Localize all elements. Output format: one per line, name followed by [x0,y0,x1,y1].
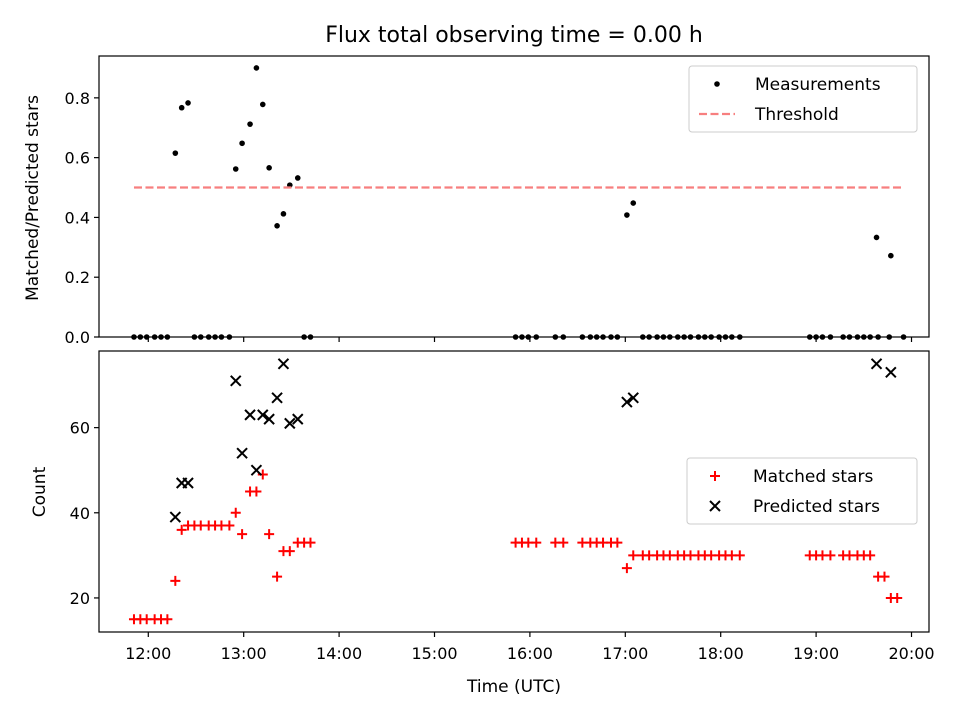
top-measurement-point [232,166,239,172]
bottom-matched-marker [621,563,632,574]
bottom-matched-marker [264,529,275,540]
top-measurement-point [294,175,301,181]
bottom-matched-marker [879,571,890,582]
bottom-matched-marker [305,537,316,548]
bottom-x-tick-label: 19:00 [793,644,839,663]
bottom-y-axis-label: Count [30,466,50,517]
bottom-predicted-marker [870,358,883,370]
bottom-y-tick-label: 40 [70,504,90,523]
top-measurement-point [888,252,894,259]
bottom-matched-marker [230,507,241,518]
bottom-predicted-marker [182,477,194,489]
top-y-tick-label: 0.4 [65,208,90,227]
bottom-matched-marker [272,571,283,582]
bottom-matched-marker [531,537,542,548]
bottom-data-marks [128,358,903,625]
bottom-panel: Count Time (UTC) 20 40 60 12:00 13:00 14:00 15… [30,350,935,697]
bottom-predicted-marker [236,447,248,459]
bottom-legend-box [686,457,918,525]
bottom-axes: 20 40 60 12:00 13:00 14:00 15:00 16:00 17:00 18:0… [70,350,935,663]
bottom-x-tick-label: 15:00 [411,644,457,663]
top-y-axis-label: Matched/Predicted stars [23,95,43,301]
bottom-matched-marker [224,520,235,531]
bottom-x-tick-label: 12:00 [125,644,171,663]
top-measurement-point [630,200,637,206]
bottom-matched-marker [170,575,181,586]
bottom-predicted-marker [169,511,182,523]
bottom-predicted-marker [271,392,283,404]
bottom-matched-marker [176,524,187,535]
bottom-matched-marker [734,550,745,561]
bottom-legend-marker [710,471,720,481]
bottom-matched-marker [237,529,248,540]
bottom-matched-marker [892,592,903,603]
bottom-predicted-marker [292,413,304,425]
top-measurement-point [247,121,253,127]
top-measurement-point [274,222,280,229]
bottom-matched-marker [628,550,639,561]
bottom-matched-marker [251,486,262,497]
bottom-legend-label: Matched stars [753,467,873,487]
bottom-predicted-marker [257,409,269,421]
top-measurement-point [624,212,630,218]
top-measurement-point [185,100,191,106]
bottom-x-tick-label: 16:00 [507,644,553,663]
bottom-legend: Matched stars Predicted stars [686,457,918,525]
top-legend-marker [714,81,720,87]
bottom-axes-frame [98,350,930,633]
bottom-x-tick-label: 17:00 [602,644,648,663]
top-legend: Measurements Threshold [688,65,918,133]
top-legend-label: Measurements [755,75,881,95]
bottom-x-axis-label: Time (UTC) [466,677,561,697]
top-measurement-point [266,165,272,171]
bottom-matched-marker [865,550,876,561]
bottom-matched-marker [825,550,836,561]
top-measurement-point [172,150,179,156]
bottom-matched-marker [162,614,173,625]
top-measurement-point [253,65,260,71]
bottom-x-tick-label: 14:00 [316,644,362,663]
bottom-x-tick-label: 13:00 [221,644,267,663]
bottom-legend-label: Predicted stars [753,497,880,517]
bottom-legend-marker [709,500,721,512]
bottom-predicted-marker [284,417,296,430]
top-measurement-point [178,104,185,111]
bottom-predicted-marker [230,375,242,387]
top-measurement-point [239,140,245,147]
top-y-tick-label: 0.6 [65,149,90,168]
top-axes: 0.0 0.2 0.4 0.6 0.8 [65,55,930,347]
bottom-predicted-marker [621,396,633,408]
top-legend-label: Threshold [754,105,839,125]
top-y-tick-label: 0.8 [65,89,90,108]
top-legend-box [688,65,918,133]
top-measurement-point [280,211,287,217]
bottom-predicted-marker [263,413,275,425]
bottom-matched-marker [284,546,295,557]
bottom-x-tick-label: 18:00 [698,644,744,663]
bottom-matched-marker [558,537,569,548]
bottom-predicted-marker [244,409,256,421]
bottom-predicted-marker [277,358,290,370]
bottom-matched-marker [612,537,623,548]
top-y-tick-label: 0.2 [65,268,90,287]
bottom-x-tick-label: 20:00 [888,644,934,663]
top-y-tick-label: 0.0 [65,328,90,347]
top-axes-frame [98,55,930,338]
chart-title: Flux total observing time = 0.00 h [325,23,703,48]
bottom-predicted-marker [885,366,897,378]
bottom-y-tick-label: 20 [70,589,90,608]
bottom-predicted-marker [250,464,263,476]
top-measurement-point [873,234,880,241]
top-panel: Flux total observing time = 0.00 h Match… [23,23,930,347]
bottom-y-tick-label: 60 [70,419,90,438]
bottom-predicted-marker [627,392,639,404]
top-measurement-point [259,101,266,108]
